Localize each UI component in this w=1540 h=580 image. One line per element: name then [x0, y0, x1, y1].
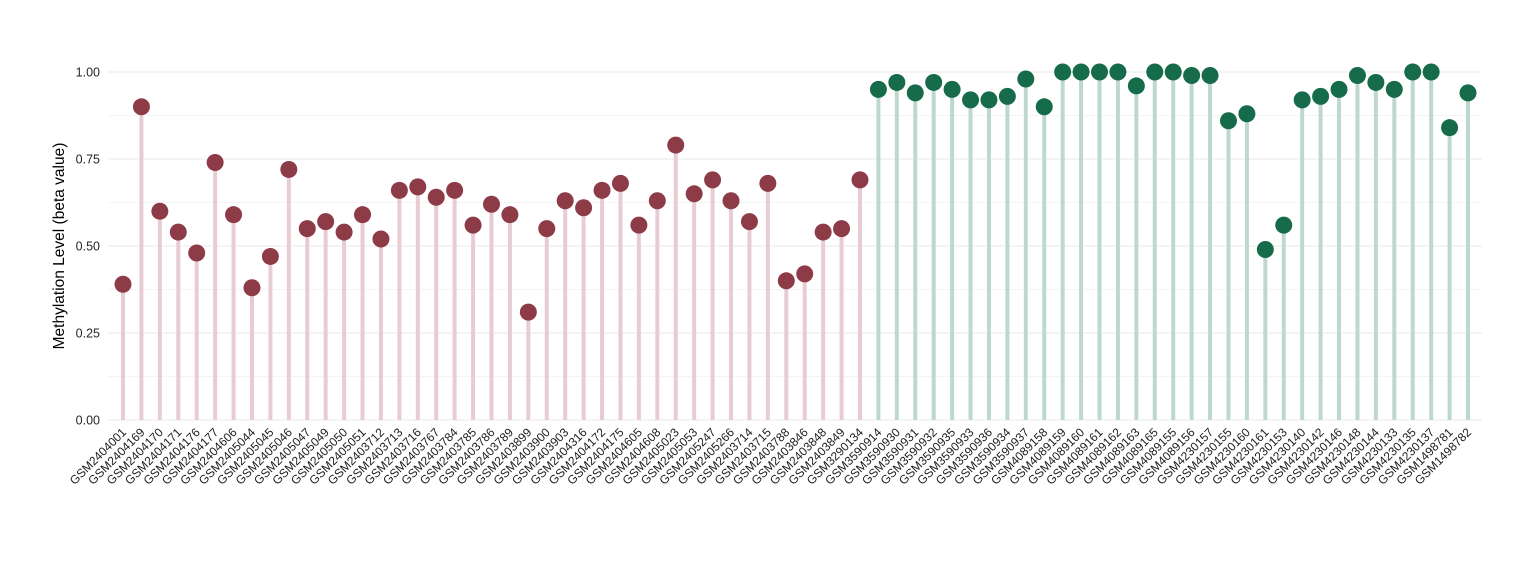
data-point	[1017, 70, 1035, 88]
data-point	[906, 84, 924, 102]
data-point	[538, 220, 556, 238]
data-point	[1091, 63, 1109, 81]
data-point	[1109, 63, 1127, 81]
data-point	[575, 199, 593, 217]
data-point	[833, 220, 851, 238]
data-point	[980, 91, 998, 109]
data-point	[1441, 119, 1459, 137]
lollipop-stem-layer	[121, 72, 1470, 420]
data-point	[1201, 66, 1219, 84]
data-point	[1459, 84, 1477, 102]
data-point	[998, 87, 1016, 105]
data-point	[243, 279, 261, 297]
data-point	[1293, 91, 1311, 109]
data-point	[206, 153, 224, 171]
data-point	[888, 73, 906, 91]
data-point	[685, 185, 703, 203]
data-point-layer	[114, 63, 1477, 321]
data-point	[1183, 66, 1201, 84]
data-point	[1238, 105, 1256, 123]
data-point	[482, 195, 500, 213]
data-point	[814, 223, 832, 241]
data-point	[722, 192, 740, 210]
data-point	[132, 98, 150, 116]
data-point	[1146, 63, 1164, 81]
data-point	[464, 216, 482, 234]
data-point	[1330, 80, 1348, 98]
data-point	[740, 213, 758, 231]
data-point	[1275, 216, 1293, 234]
data-point	[280, 160, 298, 178]
data-point	[409, 178, 427, 196]
x-axis-labels: GSM2404001GSM2404169GSM2404170GSM2404171…	[67, 425, 1474, 487]
data-point	[427, 188, 445, 206]
data-point	[1385, 80, 1403, 98]
grid-layer	[108, 71, 1482, 421]
data-point	[261, 247, 279, 265]
data-point	[1127, 77, 1145, 95]
data-point	[1422, 63, 1440, 81]
data-point	[1164, 63, 1182, 81]
data-point	[1312, 87, 1330, 105]
data-point	[593, 181, 611, 199]
data-point	[1054, 63, 1072, 81]
data-point	[1072, 63, 1090, 81]
data-point	[925, 73, 943, 91]
data-point	[1256, 240, 1274, 258]
data-point	[704, 171, 722, 189]
data-point	[943, 80, 961, 98]
data-point	[1348, 66, 1366, 84]
data-point	[648, 192, 666, 210]
data-point	[335, 223, 353, 241]
y-tick-label: 0.25	[76, 327, 100, 341]
data-point	[298, 220, 316, 238]
data-point	[851, 171, 869, 189]
data-point	[188, 244, 206, 262]
data-point	[114, 275, 132, 293]
data-point	[169, 223, 187, 241]
data-point	[446, 181, 464, 199]
data-point	[556, 192, 574, 210]
y-tick-label: 0.75	[76, 153, 100, 167]
y-tick-label: 0.50	[76, 240, 100, 254]
y-axis-tick-labels: 0.00 0.25 0.50 0.75 1.00	[76, 66, 100, 428]
data-point	[354, 206, 372, 224]
data-point	[1367, 73, 1385, 91]
data-point	[1035, 98, 1053, 116]
data-point	[372, 230, 390, 248]
data-point	[796, 265, 814, 283]
data-point	[962, 91, 980, 109]
data-point	[777, 272, 795, 290]
y-axis-title: Methylation Level (beta value)	[51, 143, 68, 350]
data-point	[390, 181, 408, 199]
data-point	[869, 80, 887, 98]
data-point	[667, 136, 685, 154]
data-point	[501, 206, 519, 224]
y-tick-label: 1.00	[76, 66, 100, 80]
data-point	[1219, 112, 1237, 130]
data-point	[225, 206, 243, 224]
y-tick-label: 0.00	[76, 414, 100, 428]
data-point	[611, 174, 629, 192]
data-point	[317, 213, 335, 231]
data-point	[759, 174, 777, 192]
data-point	[151, 202, 169, 220]
data-point	[519, 303, 537, 321]
data-point	[630, 216, 648, 234]
data-point	[1404, 63, 1422, 81]
